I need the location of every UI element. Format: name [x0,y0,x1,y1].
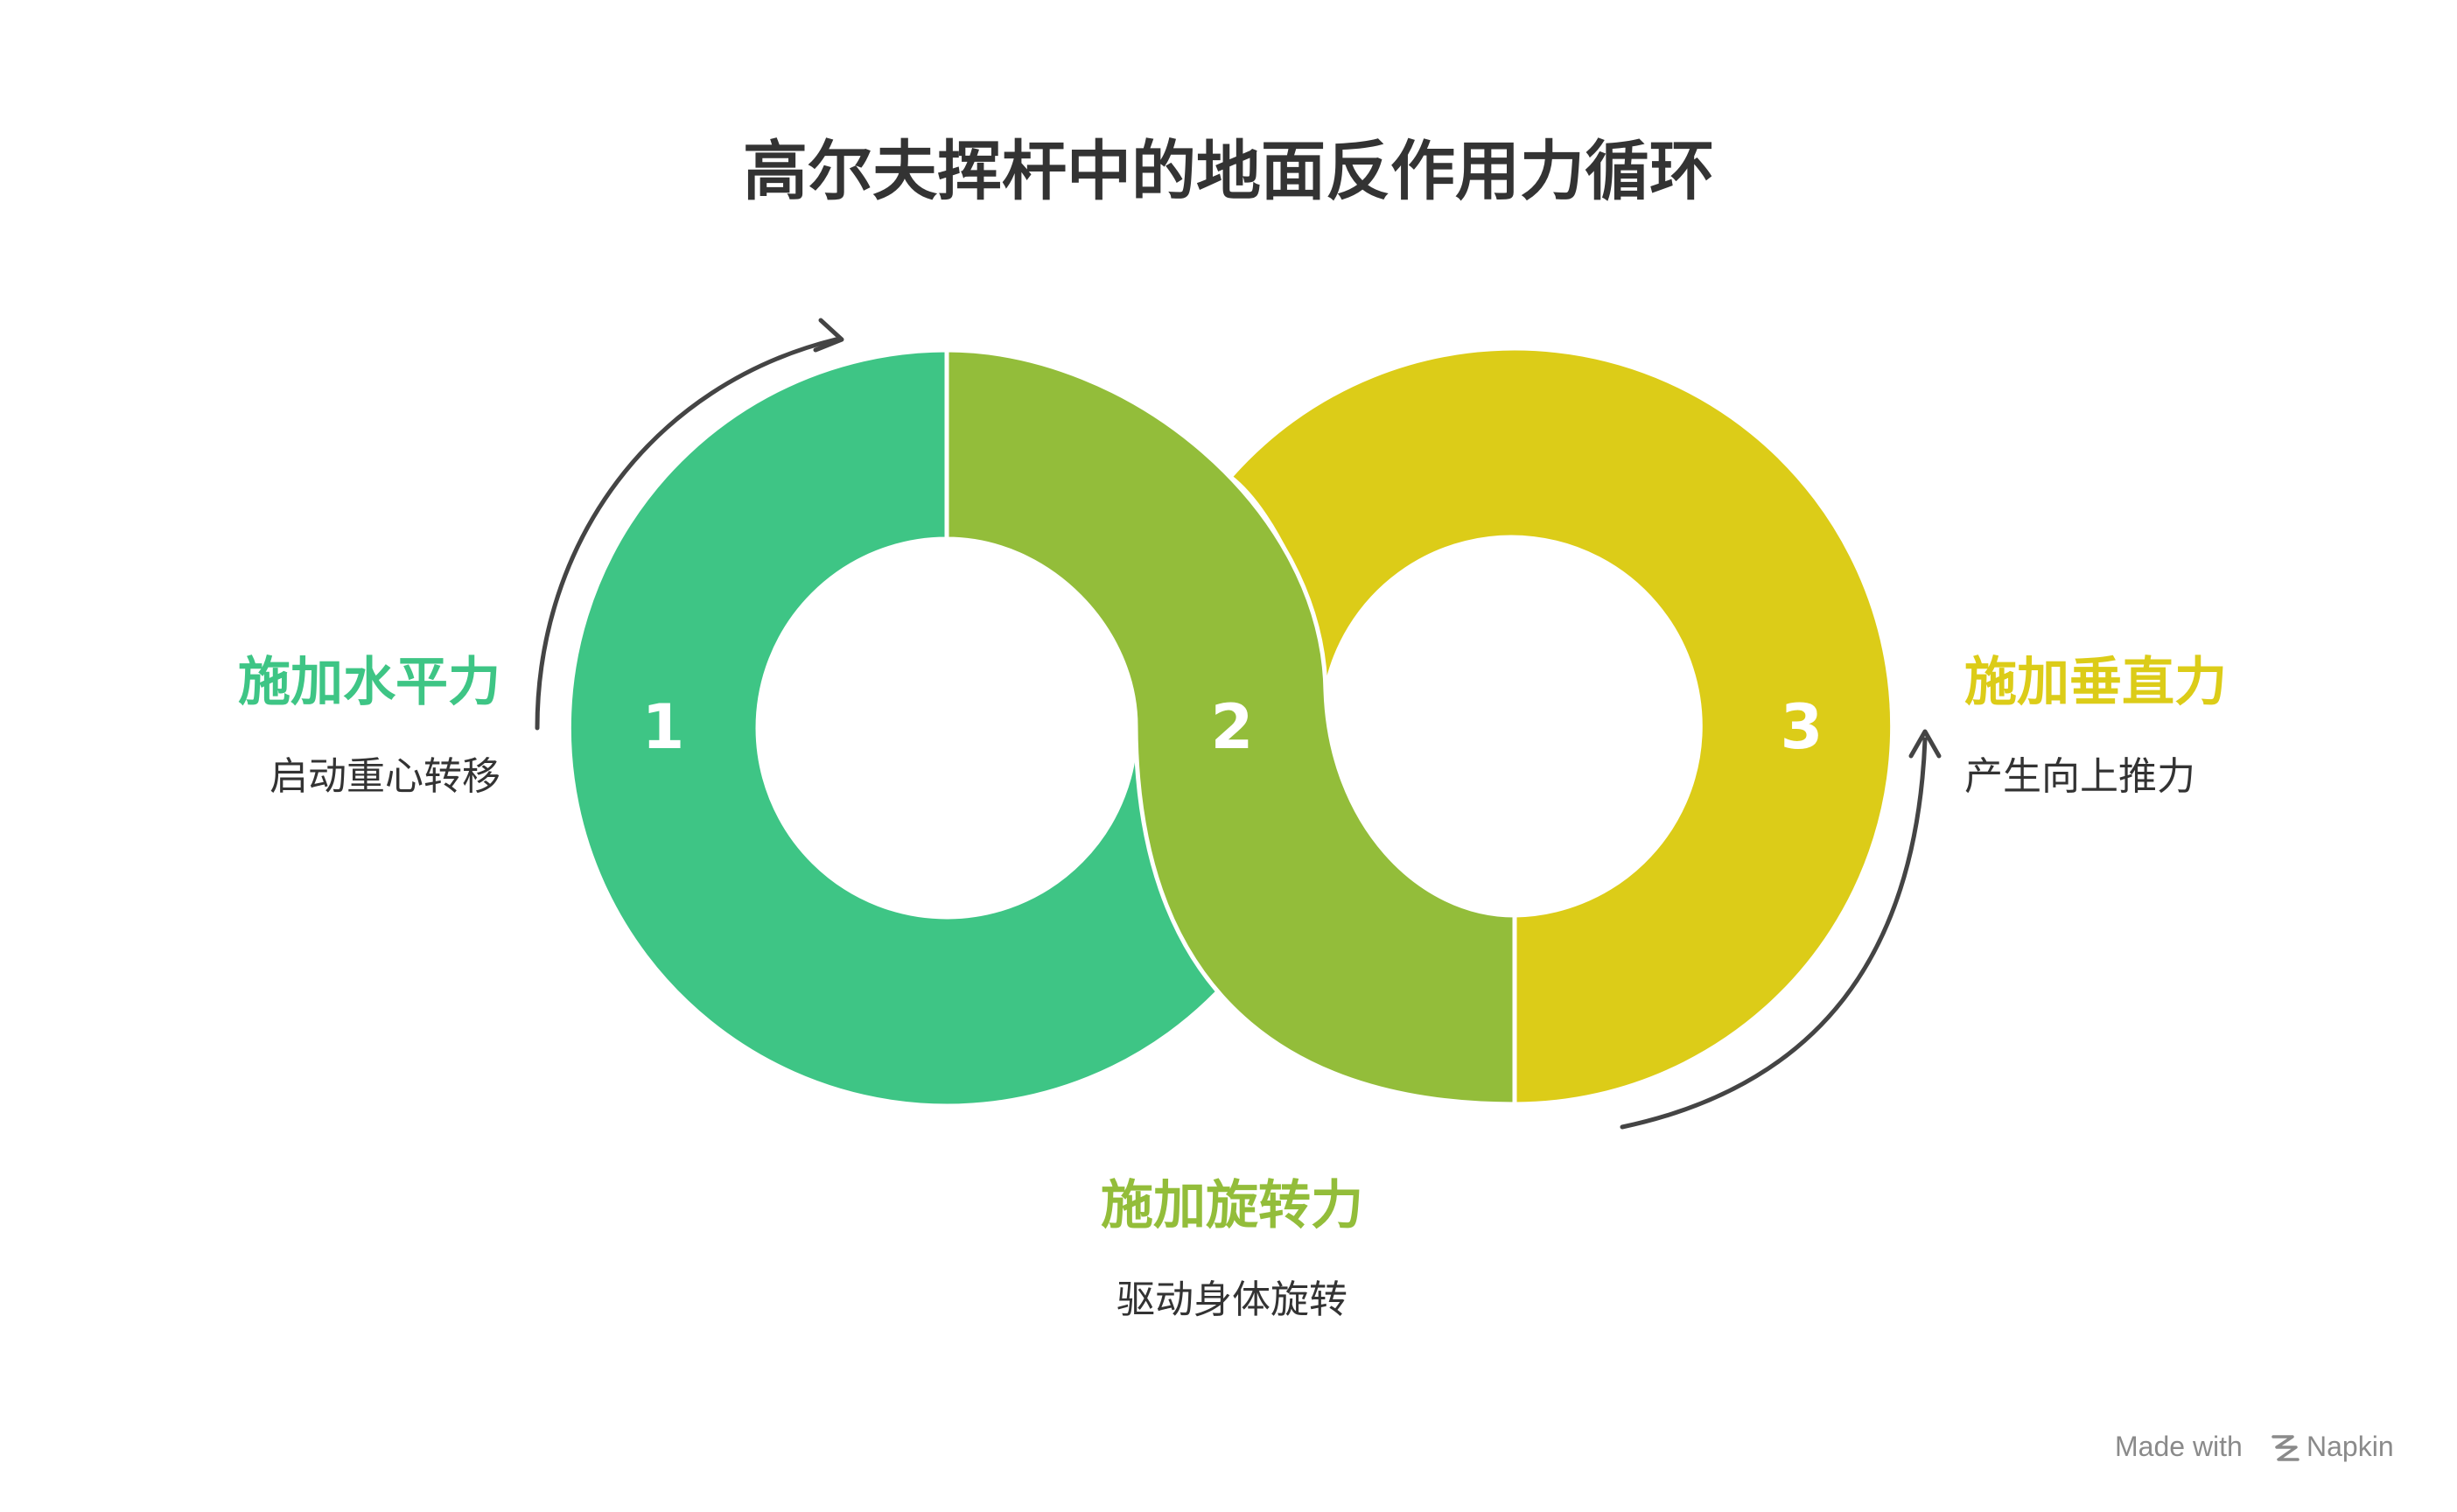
stage-2-description: 驱动身体旋转 [1116,1278,1348,1322]
cycle-arrow-bottom-right-icon [1620,729,1942,1130]
napkin-logo-icon [2272,1435,2300,1461]
stage-2-heading: 施加旋转力 [1101,1175,1363,1236]
diagram-title: 高尔夫挥杆中的地面反作用力循环 [743,134,1714,209]
stage-3-description: 产生向上推力 [1964,754,2195,799]
watermark[interactable]: Made with Napkin [2115,1431,2394,1462]
watermark-brand: Napkin [2306,1431,2394,1462]
stage-2-number: 2 [1211,691,1254,763]
stage-3-heading: 施加垂直力 [1964,652,2227,713]
stage-2-segment [944,347,1517,1107]
stage-1-number: 1 [642,691,685,763]
stage-1-description: 启动重心转移 [270,754,500,799]
stage-3-number: 3 [1781,691,1824,763]
watermark-prefix: Made with [2115,1431,2243,1462]
stage-1-heading: 施加水平力 [238,652,500,713]
cycle-arrow-top-left-icon [535,318,844,731]
